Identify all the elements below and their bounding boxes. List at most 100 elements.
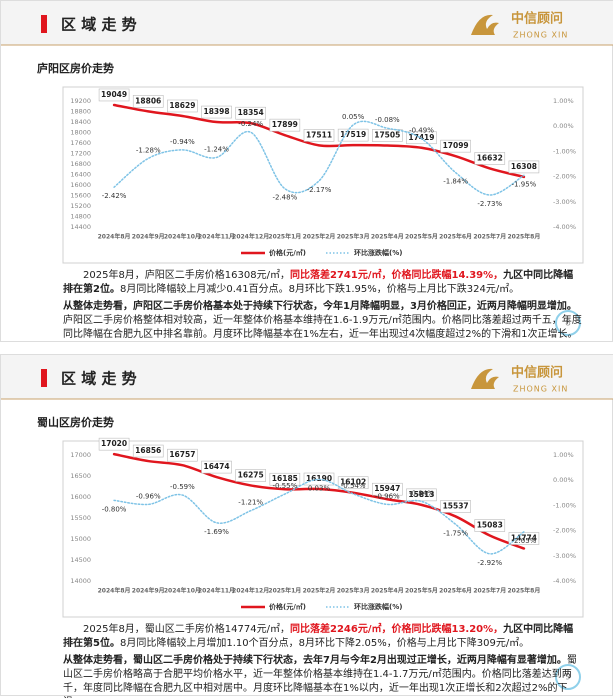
price-label: 15537 <box>443 501 469 510</box>
x-tick-label: 2025年7月 <box>473 587 506 595</box>
price-label: 17519 <box>340 130 366 139</box>
pct-label: -0.08% <box>375 116 400 124</box>
price-label: 15813 <box>408 490 434 499</box>
slide-graphics: 区 域 走 势 中信顾问 ZHONG XIN 庐阳区房价走势 14400 14800 152… <box>1 1 613 336</box>
pct-label: -2.42% <box>102 192 127 200</box>
price-label: 16275 <box>238 470 264 479</box>
price-label-box <box>372 482 403 496</box>
y-tick-label: 14500 <box>70 556 91 564</box>
y-tick-label: 19200 <box>70 97 91 105</box>
y-tick-label: 18400 <box>70 118 91 126</box>
pct-label: -1.21% <box>238 499 263 507</box>
y-tick-label: 15500 <box>70 514 91 522</box>
pct-label: -1.95% <box>512 180 537 188</box>
text-run: 从整体走势看，蜀山区二手房价格处于持续下行状态，去年7月与今年2月出现过正增长，… <box>63 655 567 666</box>
price-label: 17899 <box>272 120 298 129</box>
y-tick-label: 17200 <box>70 150 91 158</box>
price-label-box <box>132 95 164 108</box>
pct-label: 0.03% <box>308 484 331 492</box>
price-label: 17511 <box>306 130 332 139</box>
legend-label: 价格(元/㎡) <box>269 602 306 611</box>
x-tick-label: 2025年6月 <box>439 587 472 595</box>
price-label-box <box>132 444 164 458</box>
price-label-box <box>474 519 506 532</box>
pct-label: -2.92% <box>477 559 502 567</box>
price-label-box <box>235 469 266 482</box>
y-tick-label: 15000 <box>70 535 91 543</box>
text-run: 同比落差2246元/㎡，价格同比跌幅13.20%， <box>290 624 504 635</box>
price-label: 15947 <box>374 484 400 493</box>
pct-label: -0.80% <box>102 505 127 513</box>
text-run: 2025年8月，蜀山区二手房价格14774元/㎡， <box>83 624 290 635</box>
price-label: 16102 <box>340 478 366 487</box>
x-tick-label: 2025年4月 <box>371 233 404 241</box>
price-label-box <box>98 437 130 451</box>
y2-tick-label: 1.00% <box>553 451 574 459</box>
pct-label: -0.96% <box>136 492 161 500</box>
slide: 区 域 走 势 中信顾问 ZHONG XIN 蜀山区房价走势 14000 14500 150… <box>0 354 613 698</box>
price-label-box <box>372 129 403 142</box>
x-tick-label: 2025年5月 <box>405 587 438 595</box>
x-tick-label: 2024年8月 <box>98 233 131 241</box>
paragraph: 从整体走势看，庐阳区二手房价格基本处于持续下行状态，今年1月降幅明显，3月价格回… <box>63 300 583 342</box>
y-tick-label: 14800 <box>70 213 91 221</box>
y2-tick-label: -1.00% <box>553 501 576 509</box>
page-number: 9 <box>565 673 571 683</box>
price-label-box <box>269 118 301 132</box>
x-tick-label: 2025年1月 <box>268 587 301 595</box>
y-tick-label: 14000 <box>70 577 91 585</box>
text-run: 从整体走势看，庐阳区二手房价格基本处于持续下行状态，今年1月降幅明显，3月价格回… <box>63 301 577 312</box>
pct-label: -1.28% <box>136 146 161 154</box>
y-tick-label: 18000 <box>70 129 91 137</box>
y-tick-label: 14400 <box>70 223 91 231</box>
y-tick-label: 16000 <box>70 181 91 189</box>
price-label: 16190 <box>306 474 332 483</box>
header-title: 区 域 走 势 <box>61 370 137 388</box>
price-label: 16474 <box>203 462 229 471</box>
x-tick-label: 2024年12月 <box>232 233 269 241</box>
text-run: 同比落差2741元/㎡，价格同比跌幅14.39%， <box>290 270 504 281</box>
pct-label: -0.84% <box>409 489 434 497</box>
pct-line <box>113 478 525 555</box>
y-tick-label: 18800 <box>70 108 91 116</box>
description: 2025年8月，蜀山区二手房价格14774元/㎡，同比落差2246元/㎡，价格同… <box>63 623 583 698</box>
pct-label: -0.55% <box>272 482 297 490</box>
y2-tick-label: 0.00% <box>553 476 574 484</box>
price-label-box <box>269 472 301 486</box>
chart-title: 蜀山区房价走势 <box>37 415 114 429</box>
price-label-box <box>508 160 540 174</box>
y-tick-label: 17000 <box>70 451 91 459</box>
x-tick-label: 2025年8月 <box>507 233 540 241</box>
brand-logo <box>471 368 499 389</box>
pct-label: -0.96% <box>375 492 400 500</box>
text-run: 庐阳区二手房价格整体相对较高，近一年整体价格基本维持在1.6-1.9万元/㎡范围… <box>63 315 582 340</box>
header-bar <box>1 355 613 399</box>
paragraph: 2025年8月，庐阳区二手房价格16308元/㎡，同比落差2741元/㎡，价格同… <box>63 269 583 297</box>
y2-tick-label: -4.00% <box>553 577 576 585</box>
y-tick-label: 16000 <box>70 493 91 501</box>
chart-title: 庐阳区房价走势 <box>37 61 114 75</box>
x-tick-label: 2025年6月 <box>439 233 472 241</box>
price-label: 18806 <box>135 96 161 105</box>
y-tick-label: 15600 <box>70 192 91 200</box>
pct-label: -2.48% <box>272 194 297 202</box>
brand-name: 中信顾问 <box>511 365 563 381</box>
price-label: 18354 <box>238 108 264 117</box>
price-label-box <box>235 106 266 120</box>
y-tick-label: 16500 <box>70 472 91 480</box>
y2-tick-label: -1.00% <box>553 147 576 155</box>
price-label: 18398 <box>203 107 229 116</box>
page-ring <box>555 664 581 690</box>
pct-label: -0.94% <box>170 138 195 146</box>
legend-label: 环比涨跌幅(%) <box>354 248 402 257</box>
price-line <box>112 452 526 550</box>
slide: 区 域 走 势 中信顾问 ZHONG XIN 庐阳区房价走势 14400 14800 152… <box>0 0 613 342</box>
price-label-box <box>474 152 506 165</box>
price-label: 14774 <box>511 533 537 542</box>
x-tick-label: 2025年8月 <box>507 587 540 595</box>
brand-name: 中信顾问 <box>511 11 563 27</box>
price-label-box <box>98 88 130 102</box>
pct-label: -2.17% <box>307 186 332 194</box>
y2-tick-label: 1.00% <box>553 97 574 105</box>
